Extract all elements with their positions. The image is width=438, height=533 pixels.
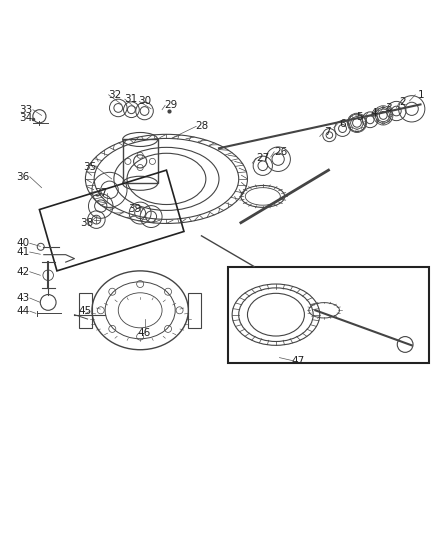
Text: 40: 40 — [16, 238, 29, 248]
Text: 36: 36 — [16, 172, 29, 182]
Text: 35: 35 — [83, 161, 96, 172]
Text: 43: 43 — [16, 293, 29, 303]
Text: 29: 29 — [164, 100, 177, 110]
Text: 39: 39 — [128, 204, 141, 214]
Text: 34: 34 — [19, 114, 32, 124]
Text: 7: 7 — [324, 127, 331, 138]
Text: 32: 32 — [108, 90, 121, 100]
Text: 27: 27 — [256, 154, 269, 163]
Text: 38: 38 — [80, 217, 93, 228]
Text: 45: 45 — [79, 306, 92, 316]
Text: 4: 4 — [370, 108, 377, 118]
Text: 30: 30 — [138, 96, 151, 107]
Bar — [123, 140, 158, 183]
Bar — [79, 293, 92, 328]
Text: 31: 31 — [124, 94, 137, 104]
Text: 46: 46 — [138, 328, 151, 338]
Text: 33: 33 — [19, 104, 32, 115]
Bar — [188, 293, 201, 328]
Text: 42: 42 — [16, 266, 29, 277]
Text: 37: 37 — [94, 188, 107, 198]
Text: 28: 28 — [196, 122, 209, 131]
Text: 6: 6 — [339, 119, 346, 128]
Text: 47: 47 — [291, 356, 304, 366]
Text: 41: 41 — [16, 247, 29, 257]
Text: 26: 26 — [275, 147, 288, 157]
Bar — [228, 266, 429, 363]
Text: 44: 44 — [16, 306, 29, 316]
Text: 3: 3 — [385, 102, 392, 112]
Text: 1: 1 — [418, 90, 425, 100]
Text: 2: 2 — [399, 97, 406, 107]
Text: 5: 5 — [356, 112, 363, 122]
